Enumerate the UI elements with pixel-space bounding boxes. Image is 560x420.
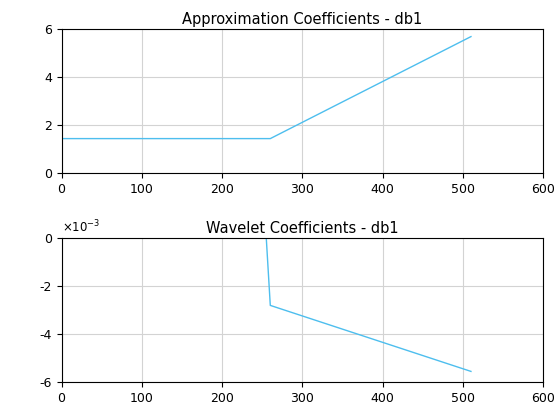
Text: $\times10^{-3}$: $\times10^{-3}$	[62, 219, 100, 235]
Title: Approximation Coefficients - db1: Approximation Coefficients - db1	[182, 12, 423, 27]
Title: Wavelet Coefficients - db1: Wavelet Coefficients - db1	[206, 220, 399, 236]
